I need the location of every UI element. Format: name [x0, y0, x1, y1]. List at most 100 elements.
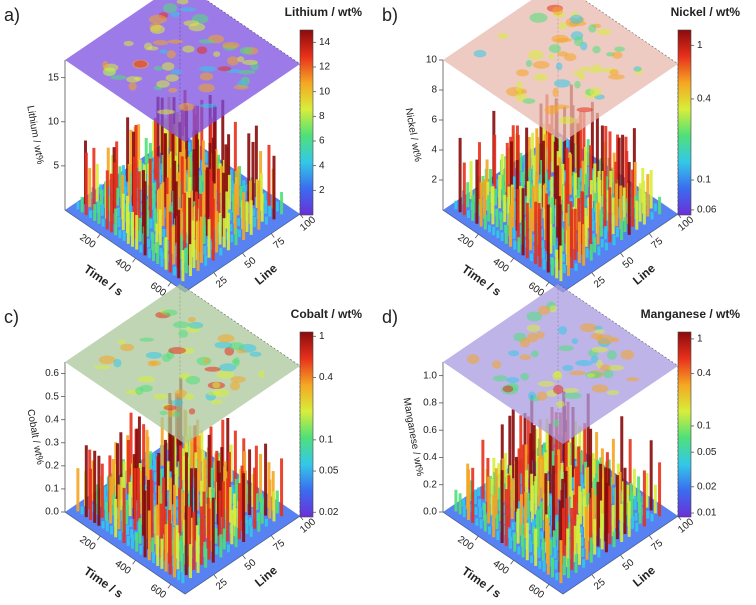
z-tick-label: 0.4	[45, 414, 59, 425]
x-tick	[132, 257, 136, 263]
panel-label: a)	[4, 5, 20, 25]
top-plane-spot	[159, 49, 169, 54]
top-plane-spot	[492, 375, 508, 382]
top-plane-spot	[163, 3, 177, 13]
x-tick-label: 600	[526, 582, 546, 601]
z-tick-label: 0.0	[423, 507, 437, 518]
y-tick	[620, 554, 624, 560]
top-plane-spot	[563, 392, 582, 400]
top-plane-spot	[137, 375, 156, 383]
y-tick-label: 100	[298, 214, 318, 233]
z-tick-label: 0.2	[423, 479, 437, 490]
top-plane-spot	[555, 62, 563, 71]
top-plane-spot	[147, 46, 159, 51]
z-tick-label: 8	[431, 85, 437, 96]
top-plane-spot	[506, 377, 520, 383]
top-plane	[65, 284, 300, 444]
top-plane-spot	[633, 66, 642, 72]
y-tick	[648, 233, 653, 238]
top-plane-spot	[168, 347, 187, 355]
z-axis-label: Cobalt / wt%	[25, 408, 46, 465]
y-tick	[213, 574, 218, 579]
top-plane-spot	[113, 358, 122, 368]
top-plane-spot	[198, 65, 217, 72]
top-plane-spot	[591, 384, 609, 393]
top-plane-spot	[153, 66, 163, 71]
colorbar-title: Manganese / wt%	[641, 307, 741, 321]
y-tick-label: 50	[243, 557, 259, 573]
top-plane-spot	[188, 408, 196, 415]
z-tick-label: 10	[48, 116, 60, 127]
x-tick	[96, 233, 101, 239]
top-plane-spot	[172, 321, 190, 329]
top-plane-spot	[157, 109, 176, 115]
x-tick	[167, 584, 172, 589]
top-plane-spot	[589, 86, 602, 97]
z-tick-label: 0.0	[45, 507, 59, 518]
colorbar-title: Cobalt / wt%	[291, 307, 363, 321]
top-plane-spot	[152, 40, 169, 46]
top-plane-spot	[614, 46, 625, 52]
top-plane-spot	[555, 37, 573, 43]
top-plane-spot	[172, 411, 181, 418]
top-plane-spot	[242, 59, 258, 66]
top-plane-spot	[188, 316, 196, 323]
top-plane-spot	[162, 309, 178, 316]
y-tick	[648, 535, 653, 540]
colorbar-tick-label: 0.1	[319, 435, 333, 446]
top-plane	[443, 284, 678, 444]
top-plane-spot	[214, 341, 233, 349]
top-plane-spot	[502, 385, 514, 393]
top-plane-spot	[522, 98, 536, 104]
y-tick-label: 25	[592, 275, 608, 291]
colorbar-tick-label: 14	[319, 37, 331, 48]
z-tick-label: 4	[431, 145, 437, 156]
top-plane-spot	[227, 56, 240, 66]
top-plane-spot	[574, 80, 581, 89]
top-plane-spot	[612, 51, 623, 59]
x-tick	[96, 535, 101, 541]
z-tick-label: 0.8	[423, 398, 437, 409]
top-plane-spot	[236, 348, 247, 354]
top-plane-spot	[556, 400, 565, 408]
panel: 0.0 0.1 0.2 0.3 0.4 0.5 0.6 Cobalt / wt% 200 400 6…	[4, 283, 363, 601]
top-plane-spot	[233, 84, 249, 90]
top-plane-spot	[536, 391, 548, 401]
colorbar-tick-label: 10	[319, 86, 331, 97]
top-plane-spot	[520, 372, 530, 381]
colorbar-tick-label: 0.1	[697, 421, 711, 432]
top-plane-spot	[239, 46, 253, 55]
top-plane-spot	[620, 349, 635, 360]
top-plane-spot	[213, 388, 230, 398]
top-plane-spot	[147, 360, 157, 367]
z-tick-label: 0.1	[45, 484, 59, 495]
top-plane-spot	[529, 12, 548, 23]
colorbar-tick-label: 1	[319, 331, 325, 342]
colorbar-tick-label: 0.02	[319, 507, 339, 518]
z-tick-label: 1.0	[423, 370, 437, 381]
x-tick	[474, 535, 479, 541]
top-plane-spot	[537, 380, 555, 387]
top-plane-spot	[174, 389, 187, 398]
top-plane-spot	[575, 360, 593, 367]
colorbar-tick-label: 0.05	[319, 466, 339, 477]
top-plane-spot	[165, 74, 179, 82]
top-plane-spot	[110, 75, 127, 80]
top-plane-spot	[553, 384, 564, 395]
z-tick-label: 0.6	[423, 425, 437, 436]
top-plane-spot	[133, 60, 148, 68]
top-plane-spot	[120, 343, 135, 352]
top-plane-spot	[536, 331, 545, 339]
top-plane-spot	[135, 386, 144, 395]
x-tick	[510, 257, 514, 263]
top-plane-spot	[212, 381, 221, 389]
top-plane-spot	[139, 337, 154, 342]
colorbar-title: Lithium / wt%	[285, 5, 363, 19]
top-plane-spot	[508, 350, 520, 357]
top-plane-spot	[525, 60, 533, 68]
z-tick-label: 5	[53, 161, 59, 172]
top-plane-spot	[126, 76, 140, 83]
top-plane-spot	[562, 364, 574, 371]
